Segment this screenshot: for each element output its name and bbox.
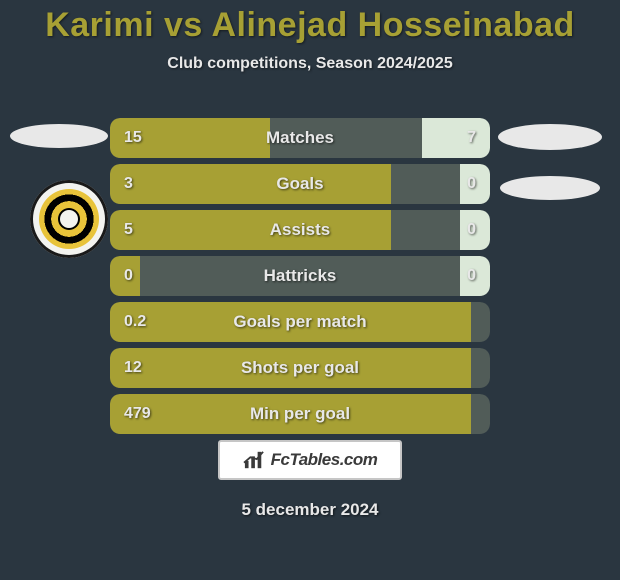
club-crest-inner xyxy=(39,189,99,249)
comparison-card: Karimi vs Alinejad Hosseinabad Club comp… xyxy=(0,0,620,580)
metric-left-bar xyxy=(110,394,471,434)
club-crest xyxy=(30,180,108,258)
player-left-shadow xyxy=(10,124,108,148)
chart-icon xyxy=(243,450,265,470)
metric-row: Hattricks00 xyxy=(110,256,490,296)
metric-row: Shots per goal12 xyxy=(110,348,490,388)
metric-left-bar xyxy=(110,348,471,388)
metric-track xyxy=(110,256,490,296)
metric-right-bar xyxy=(460,256,490,296)
source-badge[interactable]: FcTables.com xyxy=(218,440,402,480)
page-title: Karimi vs Alinejad Hosseinabad xyxy=(0,0,620,45)
comparison-chart: Matches157 Goals30 Assists50 Hattricks00 Goa… xyxy=(110,118,490,440)
date-label: 5 december 2024 xyxy=(0,500,620,520)
player-right-shadow-2 xyxy=(500,176,600,200)
metric-right-bar xyxy=(460,164,490,204)
metric-right-bar xyxy=(460,210,490,250)
metric-row: Goals per match0.2 xyxy=(110,302,490,342)
metric-row: Min per goal479 xyxy=(110,394,490,434)
player-right-shadow-1 xyxy=(498,124,602,150)
subtitle: Club competitions, Season 2024/2025 xyxy=(0,55,620,73)
metric-row: Assists50 xyxy=(110,210,490,250)
metric-left-bar xyxy=(110,118,270,158)
metric-left-bar xyxy=(110,210,391,250)
metric-left-bar xyxy=(110,164,391,204)
metric-row: Goals30 xyxy=(110,164,490,204)
metric-right-bar xyxy=(422,118,490,158)
metric-left-bar xyxy=(110,256,140,296)
source-badge-text: FcTables.com xyxy=(271,450,378,470)
metric-left-bar xyxy=(110,302,471,342)
metric-row: Matches157 xyxy=(110,118,490,158)
